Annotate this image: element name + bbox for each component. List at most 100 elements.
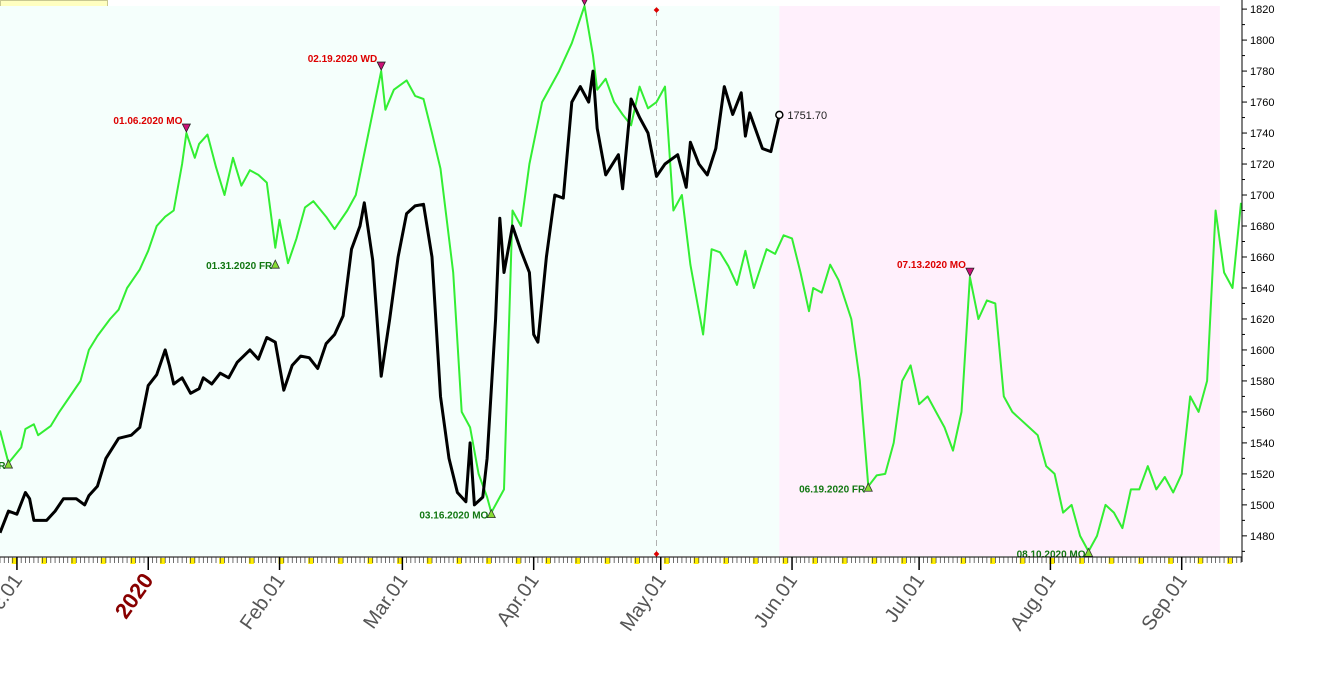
weekend-cell [426, 558, 432, 564]
weekend-cell [960, 558, 966, 564]
low-annotation-label: 08.10.2020 MO [1017, 549, 1086, 560]
x-tick-label: Sep.01 [1137, 570, 1191, 635]
weekend-cell [752, 558, 758, 564]
weekend-cell [159, 558, 165, 564]
weekend-cell [1108, 558, 1114, 564]
black-series-line [0, 69, 781, 534]
y-tick-label: 1480 [1250, 531, 1274, 543]
weekend-cell [189, 558, 195, 564]
weekend-cell [515, 558, 521, 564]
x-tick-label: Apr.01 [493, 570, 544, 630]
y-tick-label: 1740 [1250, 128, 1274, 140]
y-tick-label: 1620 [1250, 314, 1274, 326]
weekend-cell [278, 558, 284, 564]
weekend-cell [723, 558, 729, 564]
weekend-cell [219, 558, 225, 564]
weekend-cell [930, 558, 936, 564]
weekend-cell [337, 558, 343, 564]
x-tick-label: 2020 [110, 569, 159, 623]
weekend-cell [782, 558, 788, 564]
y-axis: 1480 1500 1520 1540 1560 1580 1600 1620 1640 1660… [1241, 0, 1274, 562]
vertical-marker-top [653, 7, 660, 13]
y-tick-label: 1500 [1250, 500, 1274, 512]
y-tick-label: 1640 [1250, 283, 1274, 295]
weekend-cell [1197, 558, 1203, 564]
weekend-cell [486, 558, 492, 564]
green-series-line [0, 5, 1242, 553]
weekend-cell [11, 558, 17, 564]
weekend-cell [663, 558, 669, 564]
weekend-cell [1227, 558, 1233, 564]
y-tick-label: 1520 [1250, 469, 1274, 481]
background-region-1 [0, 6, 780, 556]
weekend-cell [456, 558, 462, 564]
y-tick-label: 1580 [1250, 376, 1274, 388]
high-annotation-label: 02.19.2020 WD [308, 54, 378, 65]
high-marker [376, 61, 386, 71]
weekend-cell [871, 558, 877, 564]
weekend-cell [397, 558, 403, 564]
x-tick-label: Mar.01 [359, 570, 412, 633]
y-tick-label: 1720 [1250, 159, 1274, 171]
weekend-cell [841, 558, 847, 564]
y-tick-label: 1700 [1250, 190, 1274, 202]
y-tick-label: 1540 [1250, 438, 1274, 450]
x-tick-label: Feb.01 [236, 570, 290, 634]
weekend-cell [575, 558, 581, 564]
x-tick-label: Jul.01 [881, 570, 930, 626]
y-tick-label: 1560 [1250, 407, 1274, 419]
y-tick-label: 1760 [1250, 97, 1274, 109]
weekend-cell [130, 558, 136, 564]
last-value-label: 1751.70 [787, 110, 827, 122]
weekend-cell [100, 558, 106, 564]
x-tick-label: c.01 [0, 570, 27, 614]
high-marker [581, 0, 588, 6]
weekend-cell [812, 558, 818, 564]
y-tick-label: 1600 [1250, 345, 1274, 357]
high-marker [965, 267, 975, 278]
weekend-cell [1079, 558, 1085, 564]
x-tick-label: May.01 [616, 570, 671, 635]
high-annotation-label: 07.13.2020 MO [897, 260, 966, 271]
weekend-cell [1138, 558, 1144, 564]
vertical-marker-bottom [653, 551, 660, 557]
weekend-cell [901, 558, 907, 564]
weekend-cell [367, 558, 373, 564]
weekend-cell [1049, 558, 1055, 564]
y-tick-label: 1660 [1250, 252, 1274, 264]
y-tick-label: 1780 [1250, 66, 1274, 78]
low-annotation-label: 06.19.2020 FR [799, 484, 866, 495]
low-annotation-label: R [0, 461, 6, 472]
weekend-cell [308, 558, 314, 564]
weekend-cell [634, 558, 640, 564]
weekend-cell [693, 558, 699, 564]
x-tick-label: Aug.01 [1006, 570, 1060, 635]
weekend-cell [1167, 558, 1173, 564]
weekend-cell [71, 558, 77, 564]
low-annotation-label: 03.16.2020 MO [419, 511, 488, 522]
high-marker [181, 123, 192, 133]
y-tick-label: 1800 [1250, 35, 1274, 47]
weekend-cell [604, 558, 610, 564]
x-tick-label: Jun.01 [750, 570, 802, 632]
low-marker [1083, 547, 1094, 557]
low-marker [863, 482, 873, 492]
weekend-cell [990, 558, 996, 564]
y-tick-label: 1820 [1250, 4, 1274, 16]
last-value-marker [775, 110, 784, 120]
weekend-cell [41, 558, 47, 564]
weekend-cell [1019, 558, 1025, 564]
y-tick-label: 1680 [1250, 221, 1274, 233]
background-region-2 [779, 6, 1220, 556]
weekend-cell [545, 558, 551, 564]
low-annotation-label: 01.31.2020 FR [206, 261, 273, 272]
series-lines: 1751.70 [0, 5, 1242, 553]
low-marker [270, 259, 280, 269]
weekend-cell [248, 558, 254, 564]
low-marker [3, 459, 14, 469]
x-axis: c.01 2020 Feb.01 Mar.01 Apr.01 May.01 Jun.01 Ju… [0, 556, 1242, 635]
high-annotation-label: 01.06.2020 MO [113, 116, 182, 127]
low-marker [486, 508, 496, 519]
